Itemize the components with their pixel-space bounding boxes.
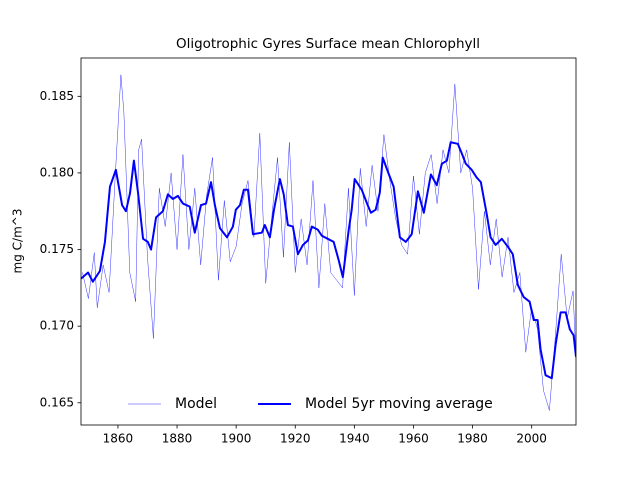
- legend-label: Model 5yr moving average: [305, 396, 493, 412]
- x-tick-label: 1980: [457, 432, 488, 446]
- series-line: [81, 141, 576, 380]
- chart-title: Oligotrophic Gyres Surface mean Chloroph…: [176, 36, 480, 52]
- x-tick-label: 1900: [221, 432, 252, 446]
- x-tick-label: 1960: [398, 432, 429, 446]
- y-tick-label: 0.175: [40, 242, 74, 256]
- series-line: [82, 74, 576, 411]
- x-tick-label: 1860: [103, 432, 134, 446]
- x-tick-label: 1940: [339, 432, 370, 446]
- y-tick-label: 0.185: [40, 89, 74, 103]
- x-tick-label: 1880: [162, 432, 193, 446]
- x-tick-label: 1920: [280, 432, 311, 446]
- y-tick-label: 0.180: [40, 165, 74, 179]
- y-tick-label: 0.165: [40, 395, 74, 409]
- plot-frame: [80, 57, 577, 426]
- y-tick-label: 0.170: [40, 319, 74, 333]
- y-axis-label: mg C/m^3: [11, 209, 25, 274]
- x-tick-label: 2000: [516, 432, 547, 446]
- legend-label: Model: [175, 396, 217, 412]
